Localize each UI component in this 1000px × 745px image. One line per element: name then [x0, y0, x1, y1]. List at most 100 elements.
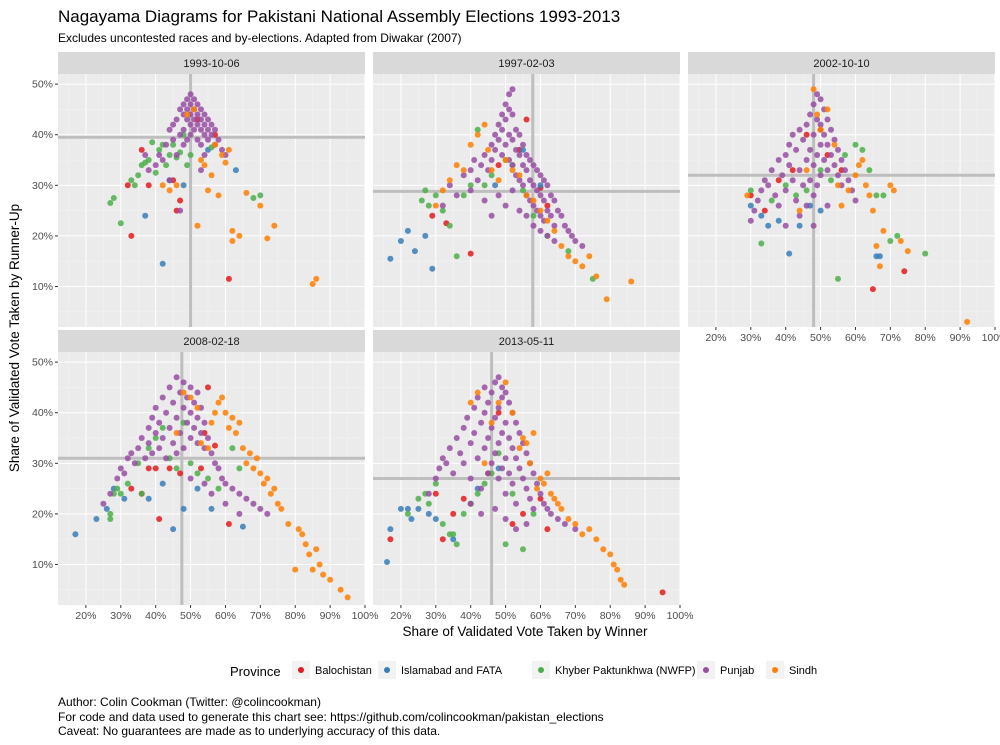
data-point — [184, 96, 191, 103]
data-point — [474, 389, 481, 396]
data-point — [278, 505, 285, 512]
data-point — [198, 106, 204, 113]
data-point — [540, 197, 547, 204]
facet-strip-label: 2013-05-11 — [499, 336, 554, 348]
facet-strip — [58, 52, 365, 74]
data-point — [775, 177, 782, 184]
data-point — [775, 202, 782, 209]
data-point — [824, 116, 831, 123]
data-point — [163, 455, 170, 462]
data-point — [467, 399, 474, 406]
data-point — [481, 121, 488, 128]
data-point — [481, 384, 488, 391]
data-point — [191, 126, 198, 133]
data-point — [509, 86, 516, 93]
facet-panels: 1993-10-06 10% 20% 30% 40% 50% 1997-02-03 2002-… — [32, 52, 1000, 622]
legend-swatch — [772, 667, 778, 673]
data-point — [537, 490, 544, 497]
data-point — [387, 536, 394, 543]
data-point — [180, 141, 187, 148]
data-point — [544, 202, 551, 209]
data-point — [309, 566, 316, 573]
data-point — [765, 182, 772, 189]
data-point — [789, 177, 796, 184]
data-point — [572, 521, 579, 527]
data-point — [236, 232, 243, 239]
data-point — [890, 187, 897, 194]
data-point — [876, 263, 883, 270]
data-point — [212, 409, 218, 416]
data-point — [156, 445, 163, 452]
data-point — [149, 139, 156, 146]
data-point — [810, 222, 817, 229]
data-point — [215, 465, 222, 472]
data-point — [236, 510, 243, 517]
data-point — [786, 250, 793, 257]
data-point — [163, 409, 170, 416]
data-point — [852, 141, 859, 148]
data-point — [492, 182, 499, 189]
data-point — [547, 212, 554, 219]
data-point — [253, 455, 260, 462]
data-point — [495, 177, 502, 184]
data-point — [187, 131, 194, 138]
y-tick-label: 10% — [32, 281, 53, 293]
data-point — [474, 177, 481, 184]
data-point — [411, 248, 418, 255]
data-point — [460, 167, 467, 174]
data-point — [439, 455, 446, 462]
data-point — [530, 222, 537, 229]
data-point — [782, 152, 789, 158]
data-point — [145, 445, 152, 452]
data-point — [579, 243, 586, 249]
data-point — [145, 440, 152, 447]
data-point — [758, 187, 765, 194]
data-point — [205, 187, 211, 194]
data-point — [537, 475, 544, 482]
data-point — [264, 475, 271, 482]
data-point — [152, 162, 159, 169]
data-point — [810, 101, 817, 108]
data-point — [142, 212, 149, 219]
data-point — [138, 146, 145, 153]
data-point — [404, 505, 411, 512]
data-point — [397, 238, 404, 244]
data-point — [523, 192, 530, 199]
data-point — [460, 424, 467, 431]
data-point — [516, 445, 523, 452]
data-point — [880, 192, 887, 199]
data-point — [793, 146, 800, 153]
data-point — [467, 500, 474, 507]
legend-swatch — [298, 667, 304, 673]
data-point — [457, 450, 464, 457]
data-point — [471, 430, 478, 436]
data-point — [488, 460, 495, 467]
data-point — [481, 152, 488, 158]
data-point — [485, 435, 492, 441]
data-point — [859, 157, 866, 163]
data-point — [537, 207, 544, 214]
data-point — [159, 424, 166, 431]
data-point — [222, 500, 229, 507]
data-point — [239, 445, 246, 452]
data-point — [232, 167, 239, 174]
data-point — [540, 500, 547, 507]
data-point — [817, 167, 824, 174]
data-point — [159, 260, 166, 267]
data-point — [344, 594, 351, 601]
data-point — [768, 167, 775, 174]
data-point — [152, 169, 159, 176]
data-point — [782, 182, 789, 189]
data-point — [173, 374, 180, 381]
data-point — [194, 470, 201, 477]
data-point — [495, 409, 502, 416]
data-point — [432, 475, 439, 482]
data-point — [149, 450, 156, 457]
data-point — [145, 157, 152, 163]
data-point — [478, 510, 485, 517]
data-point — [173, 465, 180, 472]
data-point — [184, 419, 191, 426]
panel-background — [58, 74, 365, 327]
data-point — [219, 152, 225, 158]
data-point — [194, 414, 201, 421]
